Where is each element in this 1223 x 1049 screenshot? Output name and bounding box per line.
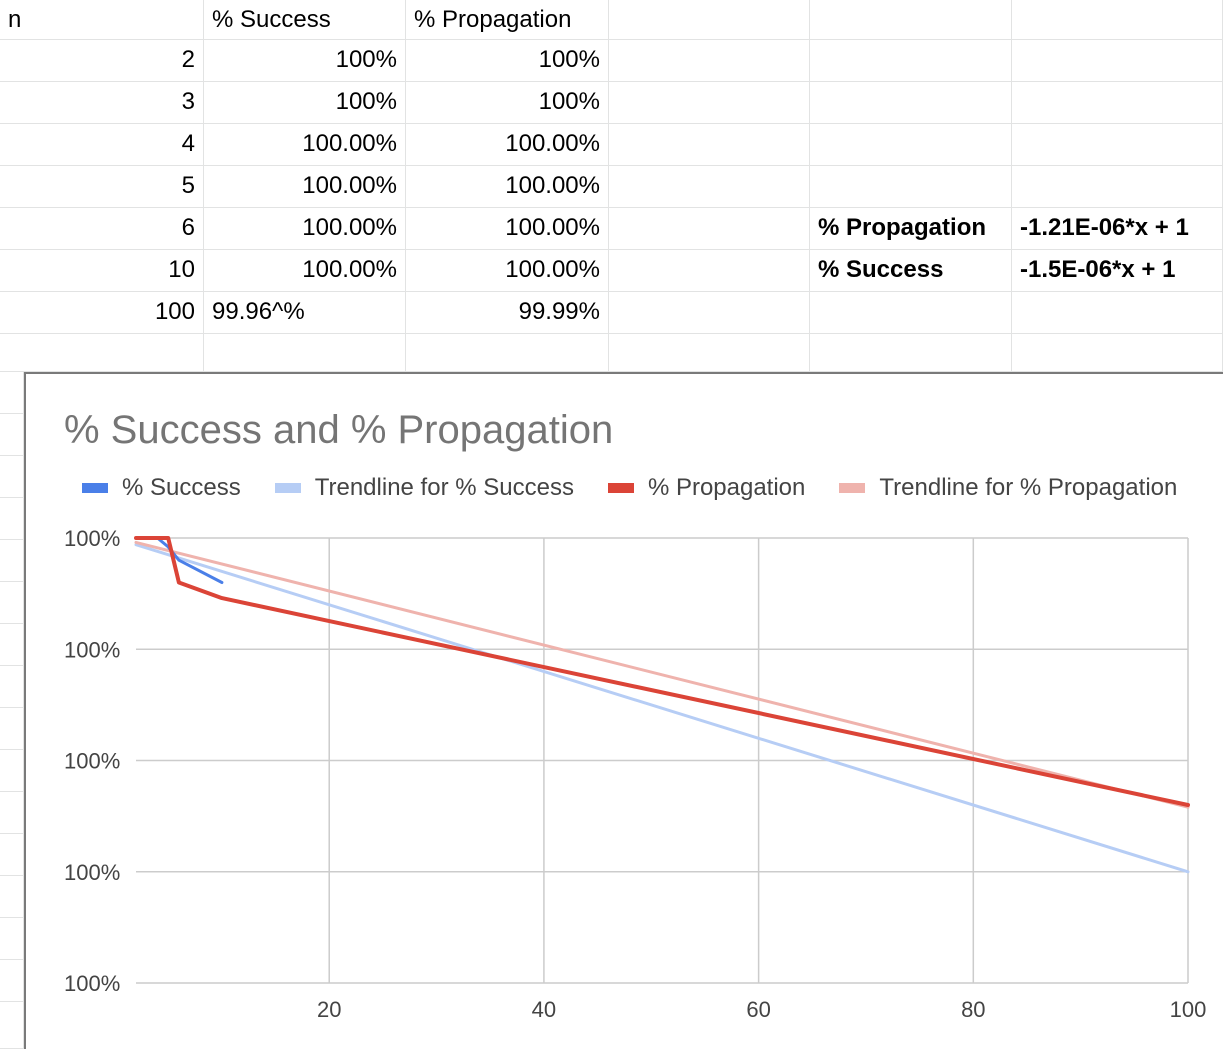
cell-n[interactable]: 6	[0, 208, 204, 250]
x-tick-label: 80	[961, 997, 985, 1022]
empty-cell[interactable]	[609, 208, 810, 250]
empty-cell[interactable]	[0, 1002, 24, 1049]
legend-item-success[interactable]: % Success	[82, 474, 241, 502]
header-cell-n[interactable]: n	[0, 0, 204, 40]
empty-cell[interactable]	[0, 750, 24, 792]
y-tick-label: 100%	[64, 637, 120, 662]
empty-cell[interactable]	[204, 334, 406, 372]
cell-success[interactable]: 100.00%	[204, 124, 406, 166]
equation-label-success[interactable]: % Success	[810, 250, 1012, 292]
y-tick-label: 100%	[64, 749, 120, 774]
x-tick-label: 60	[746, 997, 770, 1022]
cell-success[interactable]: 100%	[204, 40, 406, 82]
empty-cell[interactable]	[609, 334, 810, 372]
legend-swatch-success	[82, 483, 108, 493]
x-tick-label: 100	[1170, 997, 1207, 1022]
empty-cell[interactable]	[810, 82, 1012, 124]
chart-legend: % Success Trendline for % Success % Prop…	[82, 474, 1211, 502]
cell-success[interactable]: 100%	[204, 82, 406, 124]
x-tick-label: 20	[317, 997, 341, 1022]
x-tick-label: 40	[532, 997, 556, 1022]
empty-cell[interactable]	[406, 334, 609, 372]
empty-cell[interactable]	[1012, 166, 1223, 208]
empty-cell[interactable]	[0, 414, 24, 456]
series-line-propagation	[134, 536, 1190, 807]
cell-success[interactable]: 99.96^%	[204, 292, 406, 334]
legend-label-success: % Success	[122, 474, 241, 501]
empty-cell[interactable]	[609, 0, 810, 40]
y-tick-label: 100%	[64, 526, 120, 551]
cell-n[interactable]: 4	[0, 124, 204, 166]
legend-label-propagation-trendline: Trendline for % Propagation	[879, 474, 1178, 501]
embedded-chart[interactable]: % Success and % Propagation % Success Tr…	[24, 372, 1223, 1049]
y-tick-label: 100%	[64, 971, 120, 996]
empty-cell[interactable]	[0, 540, 24, 582]
empty-cell[interactable]	[0, 708, 24, 750]
empty-cell[interactable]	[0, 792, 24, 834]
header-cell-propagation[interactable]: % Propagation	[406, 0, 609, 40]
cell-propagation[interactable]: 99.99%	[406, 292, 609, 334]
equation-value-success[interactable]: -1.5E-06*x + 1	[1012, 250, 1223, 292]
empty-cell[interactable]	[609, 82, 810, 124]
cell-propagation[interactable]: 100%	[406, 82, 609, 124]
legend-item-propagation-trendline[interactable]: Trendline for % Propagation	[839, 474, 1177, 502]
empty-cell[interactable]	[609, 40, 810, 82]
cell-propagation[interactable]: 100%	[406, 40, 609, 82]
empty-cell[interactable]	[0, 624, 24, 666]
legend-swatch-propagation	[607, 483, 634, 493]
empty-cell[interactable]	[1012, 292, 1223, 334]
chart-plot-area[interactable]: 100% 100% 100% 100% 100% 20 40 60 80 100	[26, 374, 1223, 1049]
empty-cell[interactable]	[0, 918, 24, 960]
empty-cell[interactable]	[810, 40, 1012, 82]
cell-success[interactable]: 100.00%	[204, 166, 406, 208]
empty-cell[interactable]	[1012, 40, 1223, 82]
cell-success[interactable]: 100.00%	[204, 208, 406, 250]
cell-propagation[interactable]: 100.00%	[406, 124, 609, 166]
series-line-trendline-for-propagation	[134, 540, 1190, 809]
empty-cell[interactable]	[810, 292, 1012, 334]
legend-item-propagation[interactable]: % Propagation	[607, 474, 806, 502]
cell-n[interactable]: 100	[0, 292, 204, 334]
cell-success[interactable]: 100.00%	[204, 250, 406, 292]
empty-cell[interactable]	[0, 876, 24, 918]
series-line-trendline-for-success	[134, 543, 1190, 874]
empty-cell[interactable]	[0, 498, 24, 540]
equation-label-propagation[interactable]: % Propagation	[810, 208, 1012, 250]
empty-cell[interactable]	[1012, 0, 1223, 40]
legend-swatch-success-trendline	[274, 483, 301, 493]
empty-cell[interactable]	[0, 666, 24, 708]
legend-swatch-propagation-trendline	[839, 483, 866, 493]
cell-n[interactable]: 10	[0, 250, 204, 292]
cell-n[interactable]: 5	[0, 166, 204, 208]
legend-label-propagation: % Propagation	[647, 474, 806, 501]
empty-cell[interactable]	[0, 960, 24, 1002]
header-cell-success[interactable]: % Success	[204, 0, 406, 40]
empty-cell[interactable]	[609, 124, 810, 166]
empty-cell[interactable]	[0, 834, 24, 876]
empty-cell[interactable]	[609, 250, 810, 292]
empty-cell[interactable]	[1012, 124, 1223, 166]
empty-cell[interactable]	[1012, 334, 1223, 372]
cell-propagation[interactable]: 100.00%	[406, 208, 609, 250]
empty-cell[interactable]	[609, 292, 810, 334]
empty-cell[interactable]	[0, 456, 24, 498]
empty-cell[interactable]	[609, 166, 810, 208]
empty-cell[interactable]	[810, 124, 1012, 166]
y-tick-label: 100%	[64, 860, 120, 885]
empty-cell[interactable]	[0, 372, 24, 414]
cell-propagation[interactable]: 100.00%	[406, 166, 609, 208]
empty-cell[interactable]	[0, 582, 24, 624]
empty-cell[interactable]	[810, 166, 1012, 208]
equation-value-propagation[interactable]: -1.21E-06*x + 1	[1012, 208, 1223, 250]
cell-n[interactable]: 3	[0, 82, 204, 124]
empty-cell[interactable]	[1012, 82, 1223, 124]
cell-propagation[interactable]: 100.00%	[406, 250, 609, 292]
legend-item-success-trendline[interactable]: Trendline for % Success	[274, 474, 574, 502]
empty-cell[interactable]	[810, 0, 1012, 40]
empty-cell[interactable]	[810, 334, 1012, 372]
cell-n[interactable]: 2	[0, 40, 204, 82]
empty-cell[interactable]	[0, 334, 204, 372]
legend-label-success-trendline: Trendline for % Success	[314, 474, 574, 501]
chart-title: % Success and % Propagation	[64, 408, 614, 452]
